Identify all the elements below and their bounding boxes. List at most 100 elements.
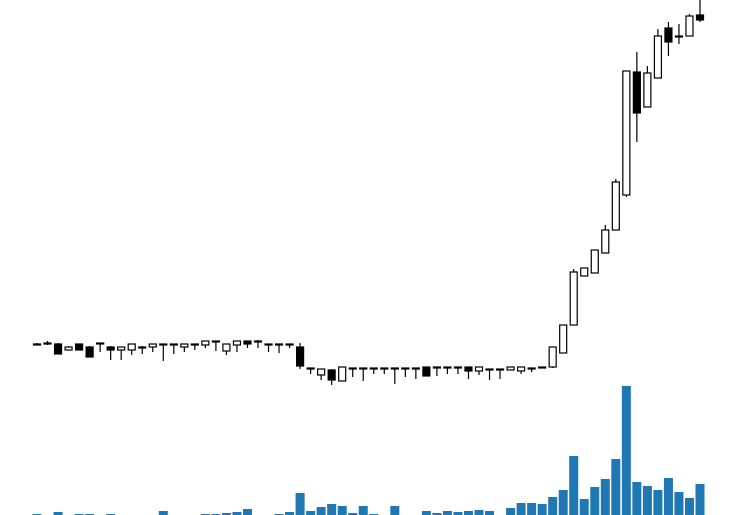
candle-body bbox=[180, 343, 189, 348]
volume-bar bbox=[53, 512, 63, 515]
volume-bar bbox=[663, 478, 673, 515]
candle-body bbox=[96, 342, 105, 345]
volume-bar bbox=[348, 513, 358, 515]
candle-body bbox=[695, 14, 705, 21]
candle-body bbox=[148, 343, 157, 348]
volume-bar bbox=[674, 492, 684, 515]
volume-bar bbox=[474, 510, 484, 515]
volume-bar bbox=[632, 482, 642, 515]
candle-body bbox=[569, 271, 578, 326]
volume-bar bbox=[684, 498, 694, 515]
candle-body bbox=[85, 346, 94, 358]
candle-body bbox=[317, 368, 326, 376]
candle-body bbox=[390, 367, 399, 370]
candle-body bbox=[43, 342, 52, 345]
candle-body bbox=[485, 368, 494, 371]
volume-bar bbox=[621, 386, 631, 515]
candle-body bbox=[422, 366, 431, 377]
candle-body bbox=[169, 343, 178, 346]
volume-bar bbox=[548, 497, 558, 515]
candle-body bbox=[274, 343, 284, 346]
volume-bar bbox=[579, 499, 589, 515]
volume-bar bbox=[327, 504, 337, 515]
candle-body bbox=[253, 340, 263, 343]
candle-body bbox=[674, 35, 684, 38]
candle-body bbox=[138, 346, 147, 349]
volume-bar bbox=[158, 511, 168, 515]
candle-body bbox=[474, 366, 484, 372]
volume-bar bbox=[527, 503, 537, 515]
candle-body bbox=[538, 366, 547, 369]
candle-body bbox=[432, 366, 442, 369]
candle-body bbox=[516, 366, 526, 372]
candle-body bbox=[359, 367, 368, 370]
volume-bar bbox=[285, 512, 295, 515]
candle-body bbox=[643, 72, 652, 108]
candle-body bbox=[685, 15, 694, 37]
candle-body bbox=[380, 367, 389, 370]
candle-body bbox=[559, 324, 568, 354]
candle-body bbox=[222, 343, 231, 352]
candle-body bbox=[327, 369, 336, 381]
volume-bar bbox=[306, 511, 316, 515]
candle-body bbox=[348, 367, 357, 370]
volume-bar bbox=[485, 511, 495, 515]
volume-bar bbox=[442, 511, 452, 515]
candle-body bbox=[106, 346, 115, 351]
candle-body bbox=[622, 70, 631, 196]
candle-body bbox=[411, 367, 420, 370]
volume-bar bbox=[390, 506, 400, 515]
candle-body bbox=[653, 35, 663, 79]
volume-bar bbox=[558, 490, 568, 515]
volume-bar bbox=[642, 486, 652, 515]
volume-bar bbox=[421, 511, 431, 515]
candle-body bbox=[632, 71, 641, 114]
candle-body bbox=[159, 343, 168, 346]
candle-body bbox=[464, 366, 473, 372]
volume-bar bbox=[653, 490, 663, 515]
candle-body bbox=[580, 267, 589, 277]
candle-body bbox=[338, 366, 347, 382]
volume-bar bbox=[432, 513, 442, 515]
volume-bar bbox=[537, 504, 547, 515]
candle-body bbox=[243, 340, 252, 345]
candle-body bbox=[211, 340, 221, 343]
candle-body bbox=[590, 249, 599, 274]
candle-body bbox=[264, 343, 273, 346]
candle-body bbox=[127, 343, 136, 351]
candle-body bbox=[295, 346, 305, 367]
candle-body bbox=[611, 181, 620, 231]
volume-bar bbox=[358, 506, 368, 515]
candle-body bbox=[53, 343, 63, 355]
candle-body bbox=[285, 343, 294, 346]
volume-bar bbox=[316, 507, 326, 515]
candle-body bbox=[443, 366, 452, 369]
candle-body bbox=[190, 343, 199, 346]
volume-bar bbox=[611, 459, 621, 515]
candle-body bbox=[401, 367, 410, 370]
candle-body bbox=[306, 367, 315, 370]
volume-bar bbox=[337, 506, 347, 515]
candle-body bbox=[601, 229, 610, 254]
volume-bar bbox=[221, 513, 231, 515]
candle-body bbox=[495, 368, 505, 371]
volume-bar bbox=[242, 509, 252, 515]
volume-bar bbox=[695, 484, 705, 515]
volume-bar bbox=[463, 511, 473, 515]
candle-body bbox=[453, 366, 463, 369]
candle-body bbox=[548, 346, 557, 368]
volume-bar bbox=[569, 456, 579, 515]
candle-body bbox=[201, 340, 210, 346]
volume-bar bbox=[295, 493, 305, 515]
candle-body bbox=[506, 366, 515, 371]
volume-bar bbox=[453, 512, 463, 515]
candle-body bbox=[664, 27, 673, 43]
volume-bar bbox=[590, 487, 600, 515]
candle-body bbox=[117, 346, 126, 351]
volume-bar bbox=[516, 503, 526, 515]
volume-bar bbox=[232, 512, 242, 515]
candle-body bbox=[74, 343, 84, 351]
candle-body bbox=[369, 367, 378, 370]
candle-body bbox=[527, 367, 536, 370]
